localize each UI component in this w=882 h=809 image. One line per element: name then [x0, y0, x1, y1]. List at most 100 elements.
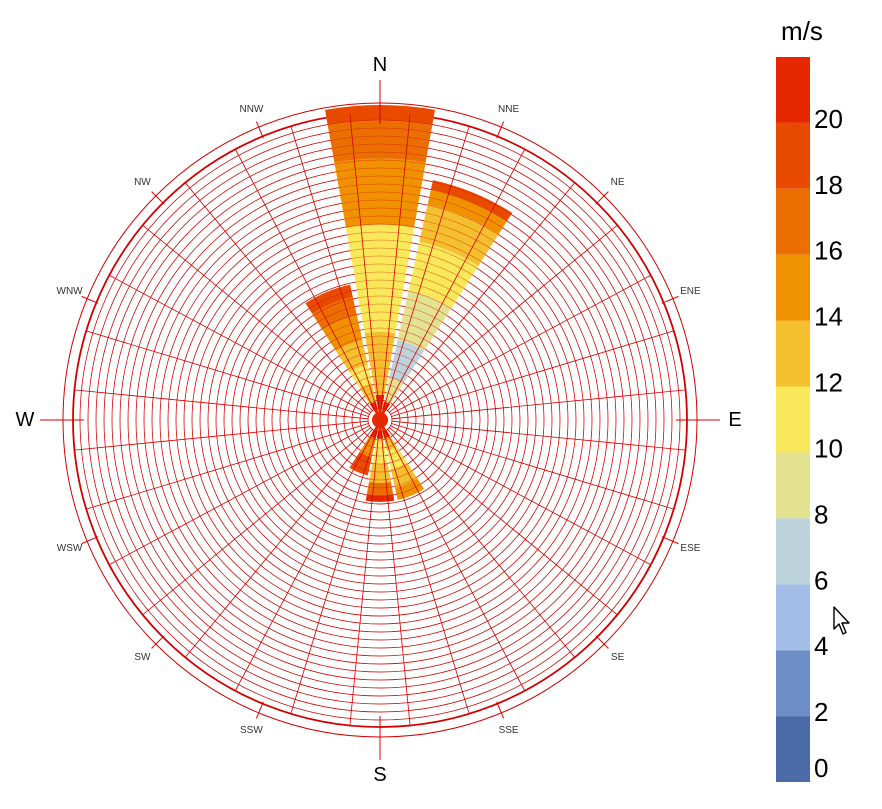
- spoke: [390, 274, 651, 415]
- sector-bar-nnw: [349, 364, 372, 389]
- direction-tick: [255, 121, 264, 139]
- spoke: [349, 114, 380, 409]
- grid-ring-overlay: [183, 223, 577, 617]
- direction-label-nw: NW: [134, 177, 151, 188]
- sector-bar-nne: [397, 290, 452, 351]
- spoke: [387, 182, 576, 411]
- grid-ring-overlay: [263, 303, 497, 537]
- grid-ring-overlay: [359, 399, 401, 441]
- colorbar-band: [776, 386, 810, 453]
- spoke: [290, 431, 377, 714]
- direction-tick: [661, 536, 679, 545]
- colorbar-band: [776, 716, 810, 782]
- grid-ring-overlay: [207, 247, 553, 593]
- colorbar-band: [776, 320, 810, 387]
- grid-ring-overlay: [247, 287, 513, 553]
- grid-ring-overlay: [175, 215, 585, 625]
- sector-bar-sse: [386, 446, 408, 470]
- sector-bar-nnw: [322, 315, 363, 351]
- grid-ring-overlay: [215, 255, 545, 585]
- spoke: [142, 224, 371, 413]
- colorbar-tick-label: 0: [814, 753, 828, 783]
- direction-tick: [151, 191, 165, 205]
- colorbar-tick-label: 18: [814, 170, 843, 200]
- direction-label-w: W: [16, 409, 35, 431]
- spoke: [86, 423, 369, 510]
- direction-tick: [496, 701, 505, 719]
- colorbar-tick-label: 4: [814, 631, 828, 661]
- grid-ring-overlay: [223, 263, 537, 577]
- colorbar-band: [776, 57, 810, 123]
- sector-bar-n: [364, 331, 396, 396]
- direction-label-sw: SW: [134, 652, 151, 663]
- grid-ring-overlay: [335, 375, 425, 465]
- grid-ring-overlay: [143, 183, 617, 657]
- sector-bar-nnw: [359, 383, 376, 405]
- direction-label-ese: ESE: [680, 543, 700, 554]
- grid-ring-overlay: [255, 295, 505, 545]
- direction-tick: [595, 191, 609, 205]
- sector-bar-nne: [389, 340, 425, 383]
- direction-label-nne: NNE: [498, 104, 519, 115]
- speed-colorbar: 0 2 4 6 8 10 12 14 16 18 20 m/s: [776, 16, 843, 783]
- grid-ring-overlay: [151, 191, 609, 649]
- colorbar-band: [776, 584, 810, 651]
- grid-ring-overlay: [319, 359, 441, 481]
- direction-labels: N NNE NE ENE E ESE SE SSE S SSW SW WSW W WNW NW NNW: [16, 54, 742, 786]
- calm-center: [372, 412, 388, 428]
- spoke: [349, 431, 380, 726]
- grid-ring-overlay: [287, 327, 473, 513]
- direction-label-wsw: WSW: [57, 543, 83, 554]
- direction-tick: [595, 635, 609, 649]
- colorbar-band: [776, 254, 810, 321]
- colorbar-unit: m/s: [781, 16, 823, 46]
- colorbar-band: [776, 650, 810, 717]
- spoke: [383, 431, 470, 714]
- sector-bar-ssw: [349, 451, 372, 476]
- sector-bar-nne: [427, 189, 508, 235]
- grid-ring-overlay: [119, 159, 641, 681]
- spoke: [389, 427, 618, 616]
- spoke: [109, 425, 370, 566]
- spoke: [391, 420, 686, 451]
- grid-ring-overlay: [159, 199, 601, 641]
- sector-bar-s: [366, 482, 394, 496]
- spoke: [234, 430, 375, 691]
- sector-bar-n: [345, 224, 415, 334]
- spoke: [234, 149, 375, 410]
- colorbar-tick-label: 10: [814, 433, 843, 463]
- direction-label-nnw: NNW: [239, 104, 263, 115]
- colorbar-band: [776, 452, 810, 519]
- direction-tick: [81, 536, 99, 545]
- sector-bar-n: [334, 158, 426, 228]
- direction-label-sse: SSE: [499, 725, 519, 736]
- grid-ring-overlay: [135, 175, 625, 665]
- grid-ring-overlay: [127, 167, 633, 673]
- grid-ring-overlay: [327, 367, 433, 473]
- spoke: [389, 224, 618, 413]
- colorbar-band: [776, 122, 810, 189]
- grid-ring-overlay: [367, 407, 393, 433]
- spoke: [184, 429, 373, 658]
- spoke: [383, 126, 470, 409]
- colorbar-band: [776, 518, 810, 585]
- grid-ring-overlay: [279, 319, 481, 521]
- grid-ring-overlay: [311, 351, 449, 489]
- direction-label-s: S: [373, 764, 386, 786]
- grid-ring-overlay: [199, 239, 561, 601]
- spoke: [391, 330, 674, 417]
- grid-ring-overlay: [239, 279, 521, 561]
- direction-label-se: SE: [611, 652, 625, 663]
- colorbar-tick-label: 12: [814, 368, 843, 398]
- spoke: [184, 182, 373, 411]
- sector-bar-n: [327, 120, 433, 163]
- direction-tick: [255, 701, 264, 719]
- grid-ring-overlay: [343, 383, 417, 457]
- direction-spokes: [40, 80, 720, 760]
- grid-ring-overlay: [231, 271, 529, 569]
- grid-ring-overlay: [111, 151, 649, 689]
- sector-bar-nnw: [335, 340, 368, 373]
- spoke: [385, 149, 526, 410]
- direction-label-ne: NE: [611, 177, 625, 188]
